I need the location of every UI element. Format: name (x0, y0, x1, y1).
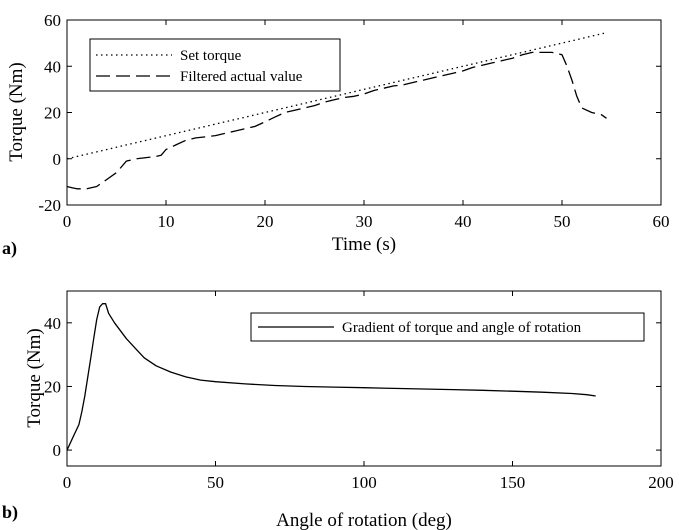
legend-label-filtered-actual: Filtered actual value (180, 69, 303, 85)
x-tick-label: 0 (63, 212, 72, 231)
x-tick-label: 20 (257, 212, 274, 231)
panel-a-ylabel: Torque (Nm) (6, 62, 27, 161)
legend-label-gradient: Gradient of torque and angle of rotation (342, 320, 582, 336)
panel-b-legend: Gradient of torque and angle of rotation (250, 312, 645, 342)
panel-a-letter: a) (2, 238, 17, 259)
y-tick-label: 0 (53, 150, 62, 169)
series-line-gradient-of-torque-and-angle-of-rotation (66, 303, 596, 451)
x-tick-label: 100 (351, 473, 377, 492)
y-tick-label: -20 (38, 196, 61, 215)
panel-b-ylabel: Torque (Nm) (24, 328, 45, 427)
panel-b-letter: b) (2, 502, 18, 523)
y-tick-label: 40 (44, 57, 61, 76)
panel-b: 0 50 100 150 200 0 20 40 Gradient of torque and… (2, 290, 674, 530)
legend-label-set-torque: Set torque (180, 48, 242, 64)
x-tick-label: 0 (63, 473, 72, 492)
panel-a-legend-box (89, 38, 341, 92)
x-tick-label: 50 (554, 212, 571, 231)
y-tick-label: 40 (44, 314, 61, 333)
y-tick-label: 20 (44, 104, 61, 123)
x-tick-label: 60 (653, 212, 670, 231)
y-tick-label: 60 (44, 11, 61, 30)
y-tick-label: 0 (53, 441, 62, 460)
x-tick-label: 10 (158, 212, 175, 231)
x-tick-label: 30 (356, 212, 373, 231)
x-tick-label: 150 (500, 473, 526, 492)
x-tick-label: 40 (455, 212, 472, 231)
x-tick-label: 50 (207, 473, 224, 492)
panel-a-legend: Set torque Filtered actual value (89, 38, 341, 92)
panel-a-xlabel: Time (s) (332, 234, 396, 255)
y-tick-label: 20 (44, 377, 61, 396)
panel-b-series (66, 303, 596, 451)
panel-b-ticks: 0 50 100 150 200 0 20 40 (44, 291, 674, 492)
panel-b-xlabel: Angle of rotation (deg) (276, 510, 452, 530)
x-tick-label: 200 (648, 473, 674, 492)
